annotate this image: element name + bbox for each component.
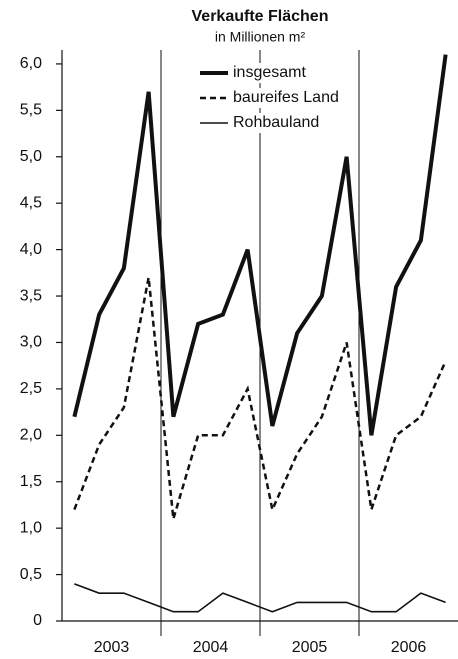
legend-label: insgesamt: [233, 64, 306, 81]
y-tick-label: 0,5: [20, 566, 42, 583]
x-group-label: 2005: [292, 639, 328, 656]
y-tick-label: 4,5: [20, 194, 42, 211]
y-tick-label: 2,5: [20, 380, 42, 397]
chart-title: Verkaufte Flächen: [192, 8, 329, 25]
x-group-label: 2004: [193, 639, 229, 656]
legend-bg: [194, 63, 344, 83]
chart-subtitle: in Millionen m²: [215, 29, 306, 45]
legend-label: baureifes Land: [233, 89, 339, 106]
y-tick-label: 5,0: [20, 148, 42, 165]
legend-bg: [194, 113, 344, 133]
y-tick-label: 4,0: [20, 241, 42, 258]
series-line: [73, 277, 447, 520]
y-tick-label: 2,0: [20, 427, 42, 444]
y-tick-label: 3,5: [20, 287, 42, 304]
legend-bg: [194, 88, 344, 108]
y-tick-label: 0: [33, 612, 42, 629]
y-tick-label: 3,0: [20, 334, 42, 351]
y-tick-label: 1,0: [20, 519, 42, 536]
x-group-label: 2003: [94, 639, 130, 656]
series-line: [72, 54, 448, 436]
legend-label: Rohbauland: [233, 114, 319, 131]
series-line: [74, 583, 446, 613]
y-tick-label: 5,5: [20, 102, 42, 119]
y-tick-label: 1,5: [20, 473, 42, 490]
y-tick-label: 6,0: [20, 55, 42, 72]
x-group-label: 2006: [391, 639, 427, 656]
